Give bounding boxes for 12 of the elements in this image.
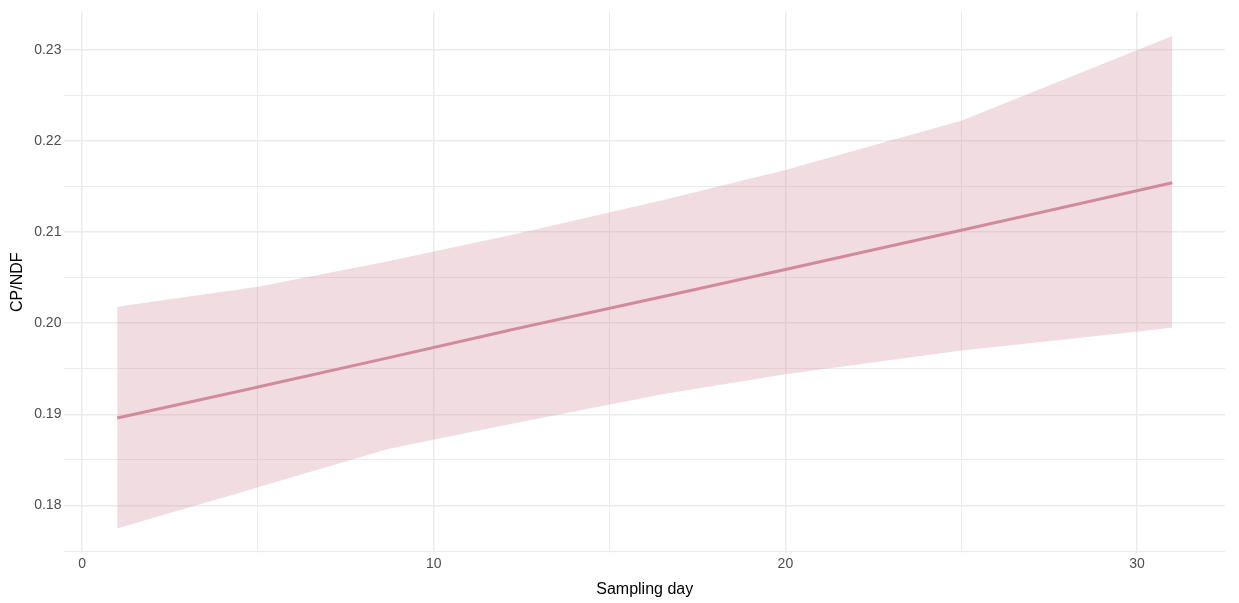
x-axis-title: Sampling day <box>596 579 694 597</box>
text: 0.20 <box>34 314 62 331</box>
y-tick-label: 0.19 <box>34 405 62 422</box>
y-tick-label: 0.21 <box>34 222 62 239</box>
y-tick-label: 0.23 <box>34 40 62 57</box>
y-axis-title: CP/NDF <box>8 252 26 312</box>
x-tick-label: 0 <box>78 555 87 572</box>
y-tick-label: 0.18 <box>34 496 62 513</box>
x-tick-label: 20 <box>777 555 794 572</box>
x-tick-label: 30 <box>1129 555 1146 572</box>
y-tick-label: 0.22 <box>34 131 62 148</box>
x-tick-label: 10 <box>425 555 442 572</box>
